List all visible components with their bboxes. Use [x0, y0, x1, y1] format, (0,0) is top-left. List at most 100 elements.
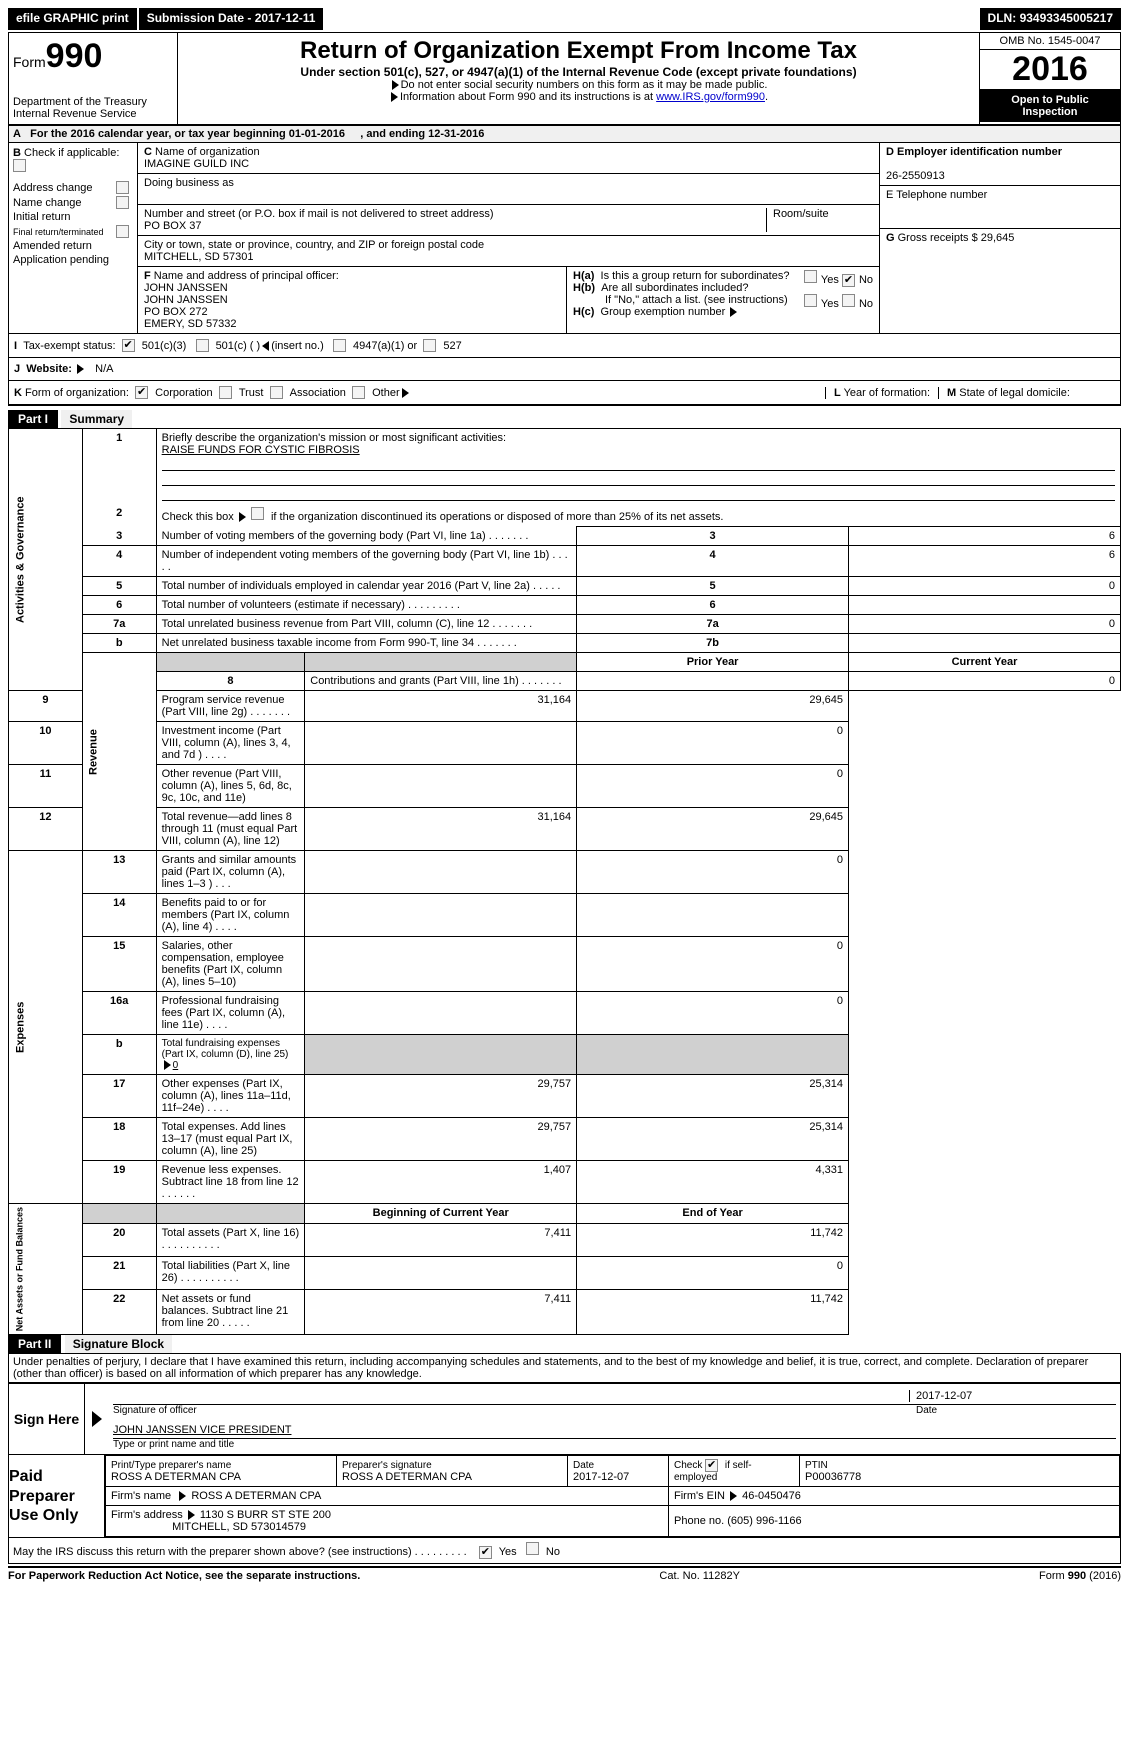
label-hb: H(b) — [573, 282, 595, 294]
label-ha: H(a) — [573, 270, 594, 282]
dept-1: Department of the Treasury — [13, 96, 173, 108]
line-num: b — [82, 634, 156, 653]
line-text: Total fundraising expenses (Part IX, col… — [162, 1038, 289, 1060]
form-subtitle: Under section 501(c), 527, or 4947(a)(1)… — [182, 65, 975, 79]
prep-date-label: Date — [573, 1460, 594, 1471]
line-text: Professional fundraising fees (Part IX, … — [156, 992, 305, 1035]
line-text: Total number of individuals employed in … — [156, 577, 577, 596]
line-num: 10 — [9, 722, 83, 765]
sign-here-label: Sign Here — [9, 1384, 85, 1454]
other-label: Other — [372, 387, 400, 399]
section-net-assets: Net Assets or Fund Balances — [9, 1204, 83, 1335]
addr-change-checkbox[interactable] — [116, 181, 129, 194]
ptin-label: PTIN — [805, 1460, 828, 1471]
527-checkbox[interactable] — [423, 339, 436, 352]
current-year-hdr: Current Year — [849, 653, 1121, 672]
line-value: 0 — [849, 615, 1121, 634]
line-text: Net unrelated business taxable income fr… — [156, 634, 577, 653]
line-text: Total liabilities (Part X, line 26) . . … — [156, 1256, 305, 1289]
phone-value: (605) 996-1166 — [727, 1515, 801, 1527]
tax-year: 2016 — [980, 50, 1120, 90]
arrow-icon — [188, 1510, 195, 1520]
insert-label: (insert no.) — [271, 340, 324, 352]
arrow-icon — [179, 1491, 186, 1501]
assoc-label: Association — [290, 387, 346, 399]
current-value: 0 — [577, 722, 849, 765]
tax-year-end: , and ending 12-31-2016 — [360, 128, 484, 140]
irs-link[interactable]: www.IRS.gov/form990 — [656, 91, 765, 103]
ha-yes-checkbox[interactable] — [804, 270, 817, 283]
current-value: 25,314 — [577, 1118, 849, 1161]
form-word: Form — [13, 54, 46, 70]
arrow-icon — [77, 364, 84, 374]
other-checkbox[interactable] — [352, 386, 365, 399]
prep-name: ROSS A DETERMAN CPA — [111, 1471, 241, 1483]
column-b: B Check if applicable: Address change Na… — [9, 143, 138, 333]
efile-link[interactable]: efile GRAPHIC print — [8, 8, 139, 30]
prior-value — [305, 1256, 577, 1289]
dln-value: 93493345005217 — [1020, 11, 1113, 25]
name-change-checkbox[interactable] — [116, 196, 129, 209]
line-text: Benefits paid to or for members (Part IX… — [156, 894, 305, 937]
mission-text: RAISE FUNDS FOR CYSTIC FIBROSIS — [162, 444, 360, 456]
final-return-label: Final return/terminated — [13, 227, 116, 237]
city-value: MITCHELL, SD 57301 — [144, 251, 873, 263]
ha-no-checkbox[interactable] — [842, 274, 855, 287]
self-emp-checkbox[interactable] — [705, 1459, 718, 1472]
current-value: 0 — [849, 672, 1121, 691]
discuss-yes-checkbox[interactable] — [479, 1546, 492, 1559]
corp-checkbox[interactable] — [135, 386, 148, 399]
arrow-icon — [730, 1491, 737, 1501]
line-text: Total expenses. Add lines 13–17 (must eq… — [156, 1118, 305, 1161]
arrow-icon — [402, 388, 409, 398]
discuss-row: May the IRS discuss this return with the… — [8, 1538, 1121, 1564]
column-d: D Employer identification number 26-2550… — [880, 143, 1120, 333]
room-label: Room/suite — [767, 208, 873, 232]
prep-sig: ROSS A DETERMAN CPA — [342, 1471, 472, 1483]
trust-checkbox[interactable] — [219, 386, 232, 399]
line-num: 4 — [82, 546, 156, 577]
signature-block: Sign Here 2017-12-07 Signature of office… — [8, 1382, 1121, 1455]
line-value — [849, 596, 1121, 615]
discontinued-checkbox[interactable] — [251, 507, 264, 520]
org-name: IMAGINE GUILD INC — [144, 158, 873, 170]
prior-value — [305, 894, 577, 937]
current-value: 0 — [577, 992, 849, 1035]
label-g: G — [886, 232, 895, 244]
summary-table: Activities & Governance 1 Briefly descri… — [8, 428, 1121, 1335]
label-hc: H(c) — [573, 306, 594, 318]
self-emp-text: Check — [674, 1460, 705, 1471]
line-num: 12 — [9, 808, 83, 851]
officer-name-title: JOHN JANSSEN VICE PRESIDENT — [113, 1422, 1116, 1439]
firm-ein-label: Firm's EIN — [674, 1490, 725, 1502]
note-2: Information about Form 990 and its instr… — [400, 91, 656, 103]
final-return-checkbox[interactable] — [116, 225, 129, 238]
line-num: 3 — [82, 527, 156, 546]
hb-yes-checkbox[interactable] — [804, 294, 817, 307]
line-num: 21 — [82, 1256, 156, 1289]
hb-no-checkbox[interactable] — [842, 294, 855, 307]
current-value — [577, 894, 849, 937]
4947-checkbox[interactable] — [333, 339, 346, 352]
q2-text-pre: Check this box — [162, 511, 234, 523]
corp-label: Corporation — [155, 387, 212, 399]
discuss-no-checkbox[interactable] — [526, 1542, 539, 1555]
tax-status-row: I Tax-exempt status: 501(c)(3) 501(c) ( … — [8, 334, 1121, 358]
line-text: Net assets or fund balances. Subtract li… — [156, 1289, 305, 1335]
line-num: 15 — [82, 937, 156, 992]
line-num: 5 — [82, 577, 156, 596]
checkbox[interactable] — [13, 159, 26, 172]
arrow-icon — [239, 512, 246, 522]
line-value: 6 — [849, 546, 1121, 577]
501c-checkbox[interactable] — [196, 339, 209, 352]
form-header: Form990 Department of the Treasury Inter… — [8, 32, 1121, 126]
no-label: No — [859, 298, 873, 310]
label-a: A — [13, 128, 21, 140]
q2-text: if the organization discontinued its ope… — [271, 511, 724, 523]
ein-value: 26-2550913 — [886, 170, 945, 182]
dba-label: Doing business as — [144, 177, 873, 189]
line-ref: 6 — [577, 596, 849, 615]
end-year-hdr: End of Year — [577, 1204, 849, 1224]
501c3-checkbox[interactable] — [122, 339, 135, 352]
assoc-checkbox[interactable] — [270, 386, 283, 399]
